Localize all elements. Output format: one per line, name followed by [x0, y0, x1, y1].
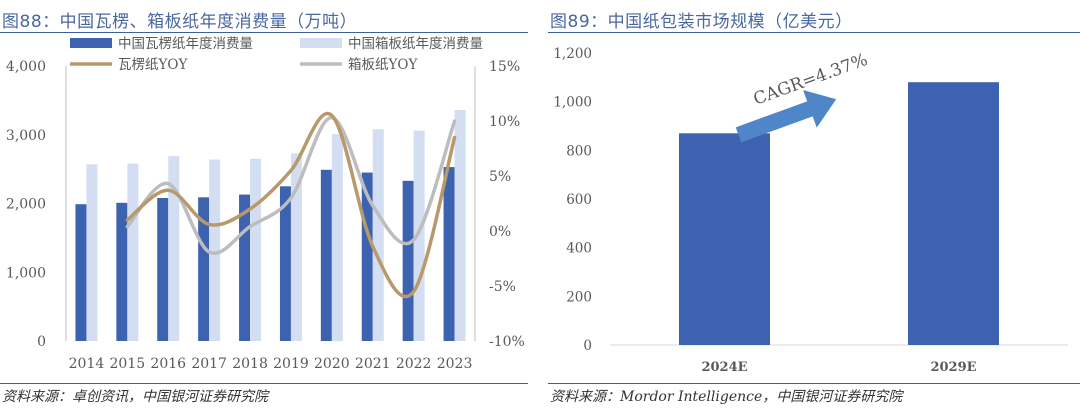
bar — [198, 197, 210, 341]
bar — [454, 110, 466, 341]
x-tick-label: 2021 — [355, 356, 391, 372]
bar — [679, 133, 770, 345]
y2-tick-label: -5% — [489, 279, 516, 295]
chart-title: 图89：中国纸包装市场规模（亿美元） — [550, 12, 853, 32]
x-tick-label: 2017 — [191, 356, 227, 372]
y-tick-label: 600 — [566, 192, 592, 208]
source-rule — [0, 383, 528, 384]
bar — [250, 158, 262, 341]
chart-title: 图88：中国瓦楞、箱板纸年度消费量（万吨） — [2, 12, 358, 32]
bar — [209, 159, 221, 341]
y-tick-label: 800 — [566, 143, 592, 159]
title-rule — [0, 32, 528, 33]
y-tick-label: 0 — [37, 334, 46, 350]
y-tick-label: 1,000 — [553, 95, 592, 111]
x-tick-label: 2022 — [396, 356, 432, 372]
bar — [290, 153, 302, 341]
legend-label: 中国箱板纸年度消费量 — [348, 36, 483, 52]
bar — [331, 134, 343, 341]
bar — [908, 82, 999, 345]
bar — [372, 129, 384, 341]
y-tick-label: 1,200 — [553, 46, 592, 62]
x-tick-label: 2023 — [437, 356, 473, 372]
y-tick-label: 400 — [566, 241, 592, 257]
x-tick-label: 2016 — [150, 356, 186, 372]
legend-label: 中国瓦楞纸年度消费量 — [118, 36, 253, 52]
source-rule — [548, 383, 1080, 384]
bar — [361, 172, 373, 341]
bar — [402, 180, 414, 341]
cagr-arrow — [735, 90, 837, 143]
bar — [413, 130, 425, 341]
y2-tick-label: -10% — [489, 334, 525, 350]
bar — [116, 202, 128, 341]
y2-tick-label: 15% — [489, 59, 520, 75]
y2-tick-label: 5% — [489, 169, 511, 185]
legend-label: 瓦楞纸YOY — [118, 57, 188, 73]
x-tick-label: 2019 — [273, 356, 309, 372]
x-tick-label: 2015 — [110, 356, 146, 372]
x-tick-label: 2014 — [69, 356, 105, 372]
bar — [443, 167, 455, 341]
series-line — [125, 111, 457, 299]
y2-tick-label: 0% — [489, 224, 511, 240]
bar — [239, 194, 251, 341]
bar — [320, 169, 332, 341]
x-tick-label: 2018 — [232, 356, 268, 372]
x-tick-label: 2020 — [314, 356, 350, 372]
legend-label: 箱板纸YOY — [348, 57, 418, 73]
y-tick-label: 200 — [566, 289, 592, 305]
title-rule — [548, 32, 1080, 33]
series-line — [125, 115, 457, 255]
source-note: 资料来源：Mordor Intelligence，中国银河证券研究院 — [550, 389, 903, 405]
bar — [279, 186, 291, 341]
y-tick-label: 4,000 — [6, 59, 46, 75]
y-tick-label: 0 — [583, 338, 592, 354]
packaging-market-panel: 图89：中国纸包装市场规模（亿美元） 0 200 400 600 800 1,000 1,2… — [548, 0, 1080, 412]
bar — [157, 198, 169, 341]
y-tick-label: 3,000 — [6, 128, 46, 144]
legend-swatch — [300, 38, 342, 48]
bar — [168, 156, 180, 341]
cagr-arrow-group — [735, 90, 837, 143]
y-tick-label: 2,000 — [6, 197, 46, 213]
bar — [86, 164, 98, 341]
bar — [75, 204, 87, 341]
consumption-chart-panel: 图88：中国瓦楞、箱板纸年度消费量（万吨） 0 1,000 2,000 3,000 4,… — [0, 0, 528, 412]
y2-tick-label: 10% — [489, 114, 520, 130]
x-tick-label: 2029E — [930, 360, 976, 375]
source-note: 资料来源：卓创资讯，中国银河证券研究院 — [2, 389, 268, 405]
x-tick-label: 2024E — [701, 360, 747, 375]
y-tick-label: 1,000 — [6, 265, 46, 281]
bar — [127, 163, 139, 341]
consumption-combo-chart: 0 1,000 2,000 3,000 4,000 -10% -5% 0% 5% 10% 15% 20… — [6, 36, 525, 372]
legend-swatch — [70, 38, 112, 48]
